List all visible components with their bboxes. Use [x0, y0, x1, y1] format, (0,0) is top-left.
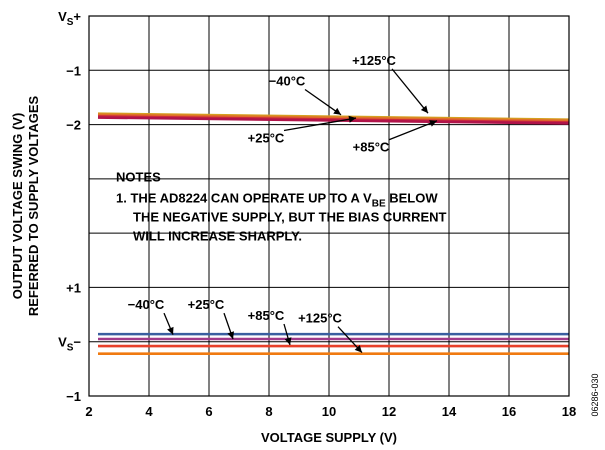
- x-tick-label: 18: [562, 404, 576, 419]
- y-tick-label: −2: [66, 118, 81, 133]
- notes-line-1-post: BELOW: [386, 190, 439, 205]
- grid: [88, 16, 570, 396]
- annotation-arrow: [391, 68, 429, 114]
- y-tick-label-base: +1: [66, 280, 81, 295]
- y-tick-label-suffix: −: [73, 335, 81, 350]
- y-tick-label: VS−: [58, 335, 81, 354]
- x-tick-label: 14: [442, 404, 457, 419]
- annotation-label: −40°C: [128, 297, 165, 312]
- y-tick-label: +1: [66, 280, 81, 295]
- annotation-label: +25°C: [248, 130, 285, 145]
- annotation-label: +85°C: [353, 140, 390, 155]
- notes-line-3: WILL INCREASE SHARPLY.: [133, 228, 302, 243]
- x-tick-label: 6: [205, 404, 212, 419]
- y-tick-label-sub: S: [67, 17, 74, 28]
- annotation-arrow: [388, 120, 438, 141]
- upper-series-group: [97, 112, 570, 125]
- y-tick-label-base: −2: [66, 118, 81, 133]
- annotation-label: −40°C: [269, 73, 306, 88]
- y-tick-labels: VS+−1−2+1VS−−1: [58, 9, 81, 404]
- y-tick-label-base: −1: [66, 389, 81, 404]
- annotation-label: +125°C: [298, 311, 342, 326]
- notes-line-1-sub: BE: [372, 198, 386, 209]
- y-tick-label: −1: [66, 63, 81, 78]
- x-tick-label: 16: [502, 404, 516, 419]
- notes-line-1: 1. THE AD8224 CAN OPERATE UP TO A VBE BE…: [116, 190, 438, 209]
- annotation-arrowhead: [333, 107, 341, 115]
- annotation-label: +125°C: [352, 53, 396, 68]
- plot-frame: [88, 15, 570, 397]
- notes-line-2: THE NEGATIVE SUPPLY, BUT THE BIAS CURREN…: [133, 209, 447, 224]
- notes-line-1-pre: 1. THE AD8224 CAN OPERATE UP TO A V: [116, 190, 372, 205]
- x-tick-label: 10: [322, 404, 336, 419]
- annotation-arrowhead: [420, 105, 428, 114]
- y-axis-label-line2: REFERRED TO SUPPLY VOLTAGES: [26, 96, 41, 317]
- x-axis-label: VOLTAGE SUPPLY (V): [261, 430, 397, 445]
- y-tick-label-base: V: [58, 335, 67, 350]
- annotation-arrowhead: [167, 326, 174, 335]
- annotation-label: +85°C: [248, 308, 285, 323]
- series-line: [97, 116, 570, 125]
- annotations: −40°C +125°C +25°C +85°C −40°C +25°C +85°C +125…: [128, 53, 438, 354]
- x-tick-label: 4: [145, 404, 153, 419]
- series-line: [97, 113, 570, 123]
- annotation-arrowhead: [348, 115, 356, 123]
- y-tick-label: −1: [66, 389, 81, 404]
- x-tick-label: 12: [382, 404, 396, 419]
- x-tick-label: 8: [265, 404, 272, 419]
- notes-heading: NOTES: [116, 169, 161, 184]
- x-tick-label: 2: [85, 404, 92, 419]
- y-tick-label-base: V: [58, 9, 67, 24]
- annotation-arrowhead: [227, 331, 235, 339]
- figure-id: 06286-030: [590, 373, 600, 416]
- notes-block: NOTES 1. THE AD8224 CAN OPERATE UP TO A …: [116, 169, 447, 243]
- y-tick-label-base: −1: [66, 63, 81, 78]
- annotation-arrow: [283, 117, 357, 132]
- annotation-arrow: [304, 88, 342, 116]
- y-axis-label: OUTPUT VOLTAGE SWING (V) REFERRED TO SUP…: [10, 96, 41, 317]
- annotation-arrowhead: [284, 337, 292, 345]
- y-tick-label: VS+: [58, 9, 81, 28]
- y-tick-label-sub: S: [67, 343, 74, 354]
- y-axis-label-line1: OUTPUT VOLTAGE SWING (V): [10, 113, 25, 300]
- annotation-arrowhead: [354, 345, 362, 353]
- annotation-arrowhead: [429, 120, 437, 127]
- annotation-label: +25°C: [188, 297, 225, 312]
- x-tick-labels: 2 4 6 8 10 12 14 16 18: [85, 404, 576, 419]
- lower-series-group: [98, 332, 569, 355]
- y-tick-label-suffix: +: [73, 9, 81, 24]
